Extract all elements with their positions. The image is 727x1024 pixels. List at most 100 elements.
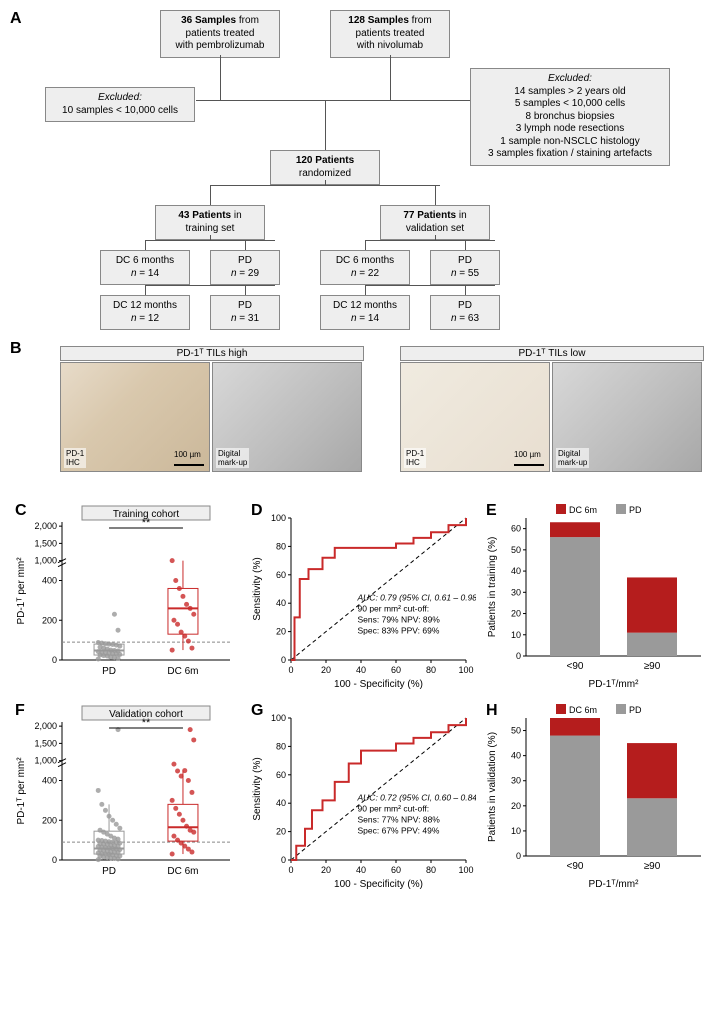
- svg-text:H: H: [486, 702, 498, 719]
- svg-text:10: 10: [511, 826, 521, 836]
- image-pair-right: PD-1ᵀ TILs low PD-1IHC 100 µm Digitalmar…: [400, 362, 702, 472]
- svg-text:200: 200: [42, 615, 57, 625]
- svg-text:100: 100: [271, 713, 286, 723]
- svg-text:90 per mm² cut-off:: 90 per mm² cut-off:: [357, 803, 429, 813]
- svg-text:Sens: 79% NPV: 89%: Sens: 79% NPV: 89%: [357, 614, 440, 624]
- chart-h: H01020304050Patients in validation (%)DC…: [481, 700, 717, 890]
- svg-text:Spec: 83% PPV: 69%: Spec: 83% PPV: 69%: [357, 625, 439, 635]
- training-charts-row: CTraining cohort02004001,0001,5002,000PD…: [10, 500, 717, 690]
- svg-text:10: 10: [511, 630, 521, 640]
- svg-text:<90: <90: [567, 661, 584, 672]
- svg-text:E: E: [486, 502, 497, 519]
- svg-text:0: 0: [281, 855, 286, 865]
- svg-text:Sensitivity (%): Sensitivity (%): [252, 557, 263, 620]
- svg-text:60: 60: [391, 865, 401, 875]
- svg-text:40: 40: [356, 865, 366, 875]
- svg-text:20: 20: [321, 865, 331, 875]
- svg-text:80: 80: [426, 665, 436, 675]
- flow-node: DC 12 monthsn = 14: [320, 295, 410, 330]
- digital-label-2: Digitalmark-up: [556, 448, 589, 468]
- svg-text:100: 100: [271, 513, 286, 523]
- image-pair-left: PD-1ᵀ TILs high PD-1IHC 100 µm Digitalma…: [60, 362, 362, 472]
- svg-text:60: 60: [276, 570, 286, 580]
- chart-f: FValidation cohort02004001,0001,5002,000…: [10, 700, 246, 890]
- svg-text:C: C: [15, 502, 27, 519]
- svg-text:DC 6m: DC 6m: [167, 866, 198, 877]
- svg-text:PD-1ᵀ per mm²: PD-1ᵀ per mm²: [16, 757, 27, 825]
- svg-text:Sens: 77% NPV: 88%: Sens: 77% NPV: 88%: [357, 814, 440, 824]
- svg-text:0: 0: [516, 651, 521, 661]
- svg-text:100: 100: [458, 665, 473, 675]
- svg-text:0: 0: [288, 865, 293, 875]
- svg-text:1,000: 1,000: [34, 556, 57, 566]
- svg-text:2,000: 2,000: [34, 721, 57, 731]
- svg-text:0: 0: [52, 855, 57, 865]
- flow-node: PDn = 29: [210, 250, 280, 285]
- flow-node: PDn = 31: [210, 295, 280, 330]
- svg-text:DC 6m: DC 6m: [167, 666, 198, 677]
- ihc-label-2: PD-1IHC: [404, 448, 426, 468]
- flow-node: Excluded:10 samples < 10,000 cells: [45, 87, 195, 122]
- svg-text:≥90: ≥90: [644, 661, 661, 672]
- svg-text:90 per mm² cut-off:: 90 per mm² cut-off:: [357, 603, 429, 613]
- svg-text:**: **: [142, 717, 151, 729]
- svg-text:Patients in training (%): Patients in training (%): [487, 537, 498, 638]
- svg-text:60: 60: [276, 770, 286, 780]
- svg-text:40: 40: [276, 598, 286, 608]
- svg-text:100 - Specificity (%): 100 - Specificity (%): [334, 879, 423, 890]
- digital-label: Digitalmark-up: [216, 448, 249, 468]
- svg-text:G: G: [251, 702, 263, 719]
- svg-text:**: **: [142, 517, 151, 529]
- flow-node: PDn = 63: [430, 295, 500, 330]
- svg-text:PD-1ᵀ/mm²: PD-1ᵀ/mm²: [589, 679, 640, 690]
- svg-text:PD-1ᵀ per mm²: PD-1ᵀ per mm²: [16, 557, 27, 625]
- svg-text:100 - Specificity (%): 100 - Specificity (%): [334, 679, 423, 690]
- flow-node: PDn = 55: [430, 250, 500, 285]
- scale-bar-2: 100 µm: [514, 450, 544, 468]
- flow-node: DC 6 monthsn = 14: [100, 250, 190, 285]
- svg-text:PD: PD: [629, 705, 642, 715]
- svg-text:Spec: 67% PPV: 49%: Spec: 67% PPV: 49%: [357, 825, 439, 835]
- pair-title-right: PD-1ᵀ TILs low: [400, 346, 704, 361]
- svg-text:DC 6m: DC 6m: [569, 505, 597, 515]
- svg-text:PD-1ᵀ/mm²: PD-1ᵀ/mm²: [589, 879, 640, 890]
- svg-text:0: 0: [516, 851, 521, 861]
- svg-text:200: 200: [42, 815, 57, 825]
- ihc-label: PD-1IHC: [64, 448, 86, 468]
- validation-charts-row: FValidation cohort02004001,0001,5002,000…: [10, 700, 717, 890]
- svg-text:30: 30: [511, 776, 521, 786]
- svg-text:20: 20: [321, 665, 331, 675]
- chart-e: E0102030405060Patients in training (%)DC…: [481, 500, 717, 690]
- chart-g: G002020404060608080100100Sensitivity (%)…: [246, 700, 482, 890]
- svg-text:40: 40: [511, 566, 521, 576]
- svg-text:60: 60: [511, 524, 521, 534]
- svg-text:80: 80: [276, 541, 286, 551]
- svg-text:AUC: 0.79 (95% CI, 0.61 – 0.98: AUC: 0.79 (95% CI, 0.61 – 0.98): [356, 592, 476, 602]
- micro-digital-low: Digitalmark-up: [552, 362, 702, 472]
- svg-text:0: 0: [52, 655, 57, 665]
- panel-a-flowchart: A 36 Samples frompatients treatedwith pe…: [10, 10, 717, 330]
- chart-c: CTraining cohort02004001,0001,5002,000PD…: [10, 500, 246, 690]
- micro-ihc-low: PD-1IHC 100 µm: [400, 362, 550, 472]
- svg-text:20: 20: [276, 627, 286, 637]
- svg-text:2,000: 2,000: [34, 521, 57, 531]
- svg-text:1,000: 1,000: [34, 756, 57, 766]
- svg-text:50: 50: [511, 726, 521, 736]
- svg-text:<90: <90: [567, 861, 584, 872]
- svg-text:PD: PD: [629, 505, 642, 515]
- panel-a-label: A: [10, 10, 22, 28]
- svg-text:D: D: [251, 502, 263, 519]
- flow-node: Excluded:14 samples > 2 years old5 sampl…: [470, 68, 670, 166]
- svg-text:400: 400: [42, 776, 57, 786]
- svg-text:1,500: 1,500: [34, 738, 57, 748]
- svg-text:20: 20: [511, 801, 521, 811]
- svg-text:50: 50: [511, 545, 521, 555]
- svg-text:PD: PD: [102, 866, 116, 877]
- svg-text:AUC: 0.72 (95% CI, 0.60 – 0.84: AUC: 0.72 (95% CI, 0.60 – 0.84): [356, 792, 476, 802]
- svg-text:0: 0: [281, 655, 286, 665]
- micro-digital-high: Digitalmark-up: [212, 362, 362, 472]
- flow-node: 36 Samples frompatients treatedwith pemb…: [160, 10, 280, 58]
- svg-text:DC 6m: DC 6m: [569, 705, 597, 715]
- svg-text:400: 400: [42, 576, 57, 586]
- svg-text:40: 40: [356, 665, 366, 675]
